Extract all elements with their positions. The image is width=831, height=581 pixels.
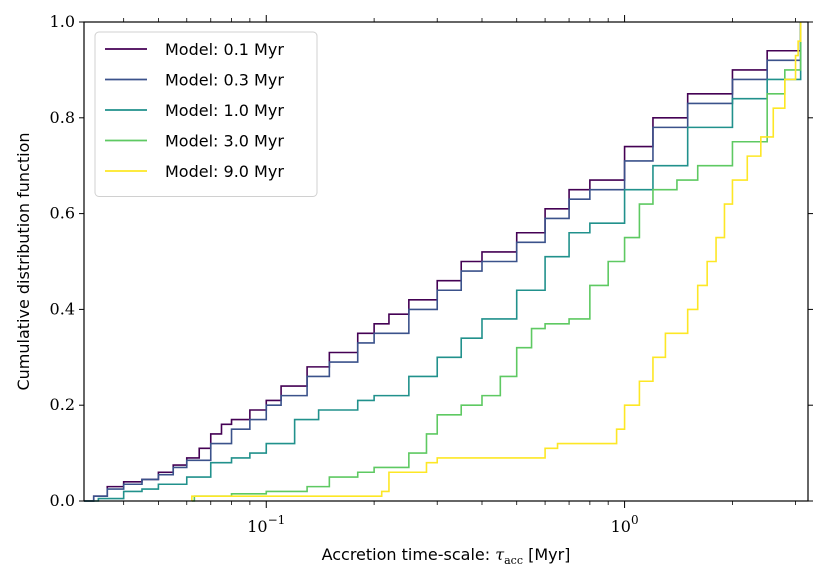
series-line-1	[84, 22, 802, 502]
y-tick-label-2: 0.4	[50, 299, 75, 318]
series-line-3	[191, 22, 802, 502]
y-tick-label-1: 0.2	[50, 395, 75, 414]
x-tick-label-1: 100	[611, 513, 639, 536]
series-line-4	[191, 22, 802, 501]
y-tick-label-3: 0.6	[50, 204, 75, 223]
x-axis-label: Accretion time-scale: τacc [Myr]	[322, 545, 571, 567]
y-axis-label: Cumulative distribution function	[14, 132, 33, 390]
ticks-layer	[79, 15, 813, 508]
legend-label-3: Model: 3.0 Myr	[165, 132, 284, 151]
legend-label-0: Model: 0.1 Myr	[165, 40, 284, 59]
legend-label-1: Model: 0.3 Myr	[165, 71, 284, 90]
labels-layer: 0.0 0.2 0.4 0.6 0.8 1.0 10−1 100 Accretion time-…	[14, 12, 639, 567]
series-layer	[84, 22, 802, 502]
y-tick-label-4: 0.8	[50, 108, 75, 127]
y-tick-label-5: 1.0	[50, 12, 75, 31]
legend: Model: 0.1 Myr Model: 0.3 Myr Model: 1.0 M…	[94, 31, 318, 197]
legend-label-4: Model: 9.0 Myr	[165, 162, 284, 181]
legend-box	[94, 31, 318, 197]
x-tick-label-0: 10−1	[247, 513, 285, 536]
y-tick-label-0: 0.0	[50, 491, 75, 510]
legend-label-2: Model: 1.0 Myr	[165, 101, 284, 120]
plot-frame	[83, 21, 809, 502]
